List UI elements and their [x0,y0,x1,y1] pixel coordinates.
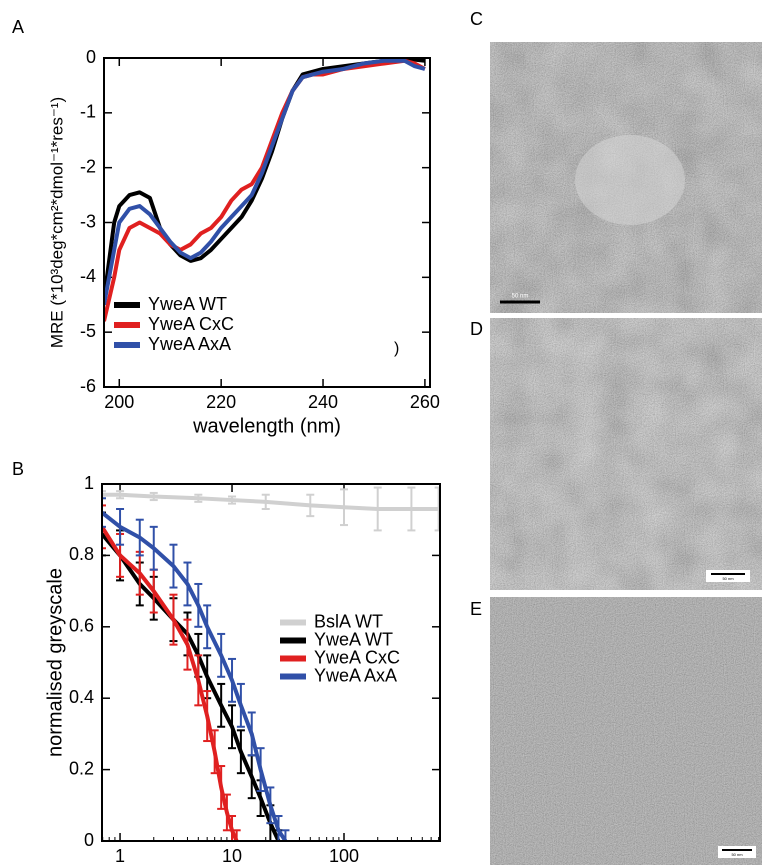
y-tick-label: -6 [80,376,96,396]
y-tick-label: -2 [80,156,96,176]
x-tick-label: 240 [308,392,338,412]
x-tick-label: 1 [115,846,125,865]
x-axis-label: wavelength (nm) [192,415,341,437]
legend-label: YweA WT [314,629,393,649]
data-line [104,58,426,322]
error-bar [281,829,290,841]
y-tick-label: 0 [84,830,94,850]
y-tick-label: -4 [80,266,96,286]
y-tick-label: 1 [84,473,94,493]
plot-area [104,58,426,322]
micrograph-d: 50 nm [490,318,762,590]
y-tick-label: 0.4 [69,687,94,707]
micrograph-c: 50 nm [490,42,762,313]
panel-label: B [12,459,24,479]
panel-label: E [470,599,482,619]
y-tick-label: 0 [86,47,96,67]
annotation: ) [394,340,399,357]
data-line [102,525,239,841]
micrograph-e: 50 nm [490,597,762,865]
error-bar [102,504,106,550]
scale-bar-label: 50 nm [731,852,743,857]
x-tick-label: 100 [329,846,359,865]
y-axis-label: MRE (*10³deg*cm²*dmol⁻¹*res⁻¹) [47,97,66,348]
data-line [102,492,439,511]
legend-label: YweA CxC [314,647,400,667]
scale-bar-label: 50 nm [722,576,734,581]
data-line [104,58,426,300]
legend-label: YweA CxC [148,314,234,334]
data-line [104,58,426,306]
plot-area [102,486,440,841]
y-tick-label: 0.6 [69,616,94,636]
legend-label: YweA WT [148,294,227,314]
y-tick-label: -5 [80,321,96,341]
y-tick-label: 0.8 [69,544,94,564]
scale-bar-label: 50 nm [512,294,529,300]
panel-label: D [470,319,483,339]
panel-label: A [12,17,24,37]
data-line [102,510,288,841]
legend-label: YweA AxA [148,334,231,354]
x-tick-label: 260 [410,392,440,412]
y-axis-label: normalised greyscale [44,568,66,757]
x-tick-label: 10 [222,846,242,865]
x-tick-label: 220 [206,392,236,412]
legend-label: BslA WT [314,611,383,631]
plot-frame [101,483,441,842]
legend-label: YweA AxA [314,665,397,685]
y-tick-label: -1 [80,102,96,122]
y-tick-label: 0.2 [69,758,94,778]
plot-frame [103,57,431,388]
panel-label: C [470,9,483,29]
y-tick-label: -3 [80,211,96,231]
x-tick-label: 200 [104,392,134,412]
error-bar [102,497,106,528]
